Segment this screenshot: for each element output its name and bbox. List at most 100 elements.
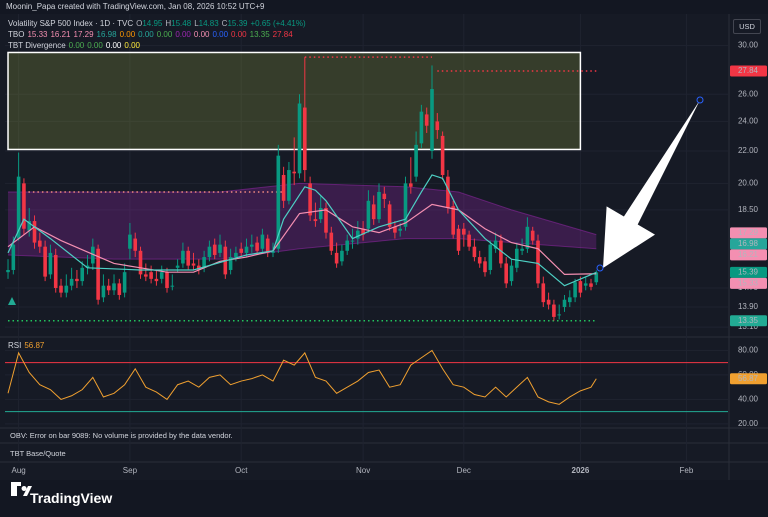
rsi-title: RSI [8,341,22,350]
zone-box [7,51,582,151]
legend-indicator-value: 0.00 [105,41,122,50]
price-tag-label: 13.35 [738,316,759,325]
price-tag-label: 27.84 [738,66,759,75]
cloud-fill [8,183,597,260]
y-tick-label: 13.10 [738,322,759,331]
price-tag-label: 17.29 [738,228,759,237]
candle-body [467,234,471,247]
rsi-value: 56.87 [24,341,45,350]
candle-body [424,114,429,126]
candle-body [265,238,270,253]
annotation-layer [8,96,704,496]
indicator-line [7,174,597,287]
candle-body [552,304,556,317]
legend-indicator-value: 0.00 [87,41,103,50]
candle-body [170,285,175,287]
candle-body [583,283,588,286]
legend-tbo-row: TBO 15.33 16.21 17.29 16.98 0.00 0.00 0.00 0.00 0… [8,30,293,40]
candle-body [398,228,403,231]
legend-key: L [194,19,199,28]
candle-body [101,285,106,298]
legend-value: 15.48 [171,19,192,28]
candle-body [520,248,524,251]
candle-body [244,246,249,253]
candle-body [27,221,32,231]
candle-body [138,250,143,275]
x-tick-label: Sep [123,466,138,475]
legend-indicator-value: 0.00 [193,30,210,39]
candle-body [472,246,477,258]
candle-body [334,252,339,264]
legend-indicator-value: 0.00 [156,30,173,39]
candle-body [313,219,318,222]
candle-body [525,226,530,249]
brand-logo [11,482,32,496]
candle-body [493,240,498,249]
price-tag [730,277,767,289]
arrow-handle [696,96,704,104]
price-tag [730,266,767,278]
x-tick-label: Feb [679,466,693,475]
candle-body [361,228,365,235]
x-tick-label: 2026 [572,466,590,475]
legend-indicator-value: 0.00 [138,30,154,39]
candle-body [202,257,206,268]
candle-body [419,111,424,144]
legend-indicator-value: 0.00 [212,30,229,39]
candle-body [212,244,217,255]
price-tag-label: 15.33 [738,279,759,288]
price-tag-label: 16.98 [738,239,759,248]
candle-body [281,174,286,201]
candle-body [128,234,132,249]
candle-body [366,200,371,229]
candle-body [515,248,519,268]
currency-button[interactable]: USD [733,19,761,34]
price-tag [730,65,767,77]
candle-body [228,257,233,270]
rsi-tag-label: 56.87 [738,374,759,383]
candle-body [144,274,148,277]
candle-body [64,285,69,293]
rsi-line [7,349,597,405]
candle-body [186,250,191,266]
candle-body [303,107,307,171]
candle-body [562,299,567,307]
legend-indicator-value: 16.21 [50,30,71,39]
candle-body [477,257,482,264]
legend-indicator-value: 13.35 [249,30,270,39]
y-tick-label: 20.00 [738,178,759,187]
candle-body [451,206,456,235]
candle-body [197,265,201,270]
brand-name: TradingView [30,490,113,506]
background-layer [5,14,728,462]
y-tick-label: 30.00 [738,41,759,50]
candle-body [541,283,546,303]
candle-body [16,176,21,239]
candle-body [393,226,397,233]
candle-body [594,272,599,283]
candle-body [488,244,493,270]
price-tag [730,238,767,250]
candle-body [308,183,312,216]
candle-body [499,240,503,264]
candle-body [318,208,323,220]
legend-indicator-value: 0.00 [231,30,247,39]
candle-body [59,285,63,293]
legend-tbt-row: TBT Divergence 0.00 0.00 0.00 0.00 [8,41,140,51]
legend-value: 14.83 [198,19,219,28]
candle-body [409,183,413,187]
signal-marker [8,297,16,305]
price-tag [730,315,767,327]
candle-body [106,285,111,291]
indicator-line [7,203,597,275]
legend-ohlc: H15.48 [165,19,191,29]
candle-body [276,155,281,249]
legend-indicator-value: 16.98 [96,30,117,39]
candle-body [117,283,122,295]
y-tick-label: 18.50 [738,205,759,214]
candle-body [85,265,90,268]
candle-body [112,283,116,291]
candle-body [6,269,10,273]
legend-indicator-name: TBO [8,30,25,39]
